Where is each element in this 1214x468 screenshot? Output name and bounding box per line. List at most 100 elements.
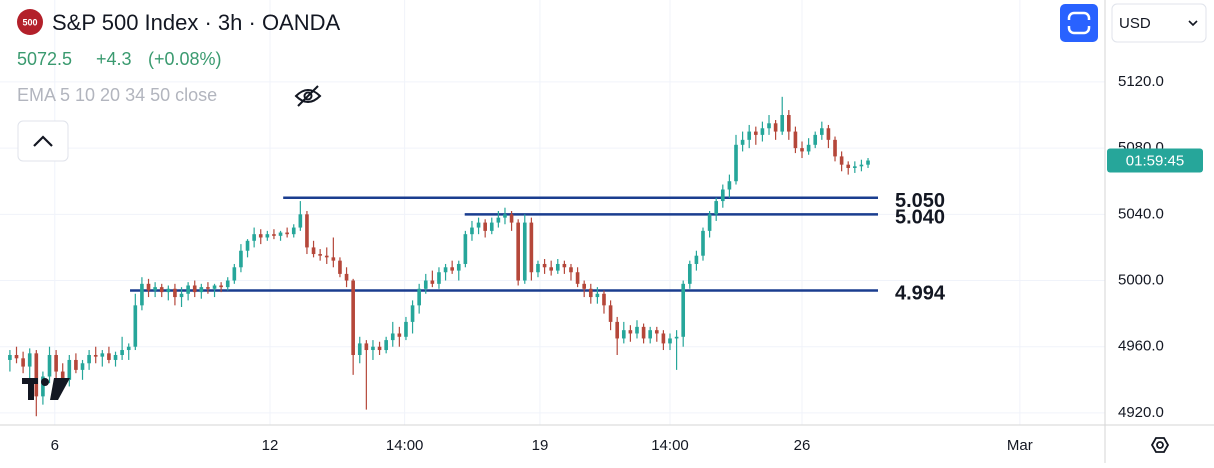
price-tag-box bbox=[1107, 148, 1203, 173]
change: +4.3 bbox=[96, 49, 132, 69]
collapse-button[interactable] bbox=[17, 120, 69, 162]
candle-body bbox=[100, 353, 105, 357]
title: S&P 500 Index · 3h · OANDA bbox=[52, 10, 341, 35]
candle-body bbox=[80, 363, 85, 370]
candle-body bbox=[34, 353, 39, 397]
candle-body bbox=[437, 272, 441, 284]
candle-body bbox=[760, 128, 765, 135]
candle-body bbox=[496, 217, 501, 223]
candle-body bbox=[681, 283, 686, 337]
x-tick-label: 6 bbox=[51, 437, 59, 454]
candle-body bbox=[674, 336, 679, 339]
x-tick-label: 12 bbox=[262, 437, 279, 454]
candle-body bbox=[423, 280, 428, 289]
candle-body bbox=[569, 267, 573, 273]
candle-body bbox=[192, 285, 197, 293]
settings-icon[interactable] bbox=[1150, 437, 1170, 453]
candle-body bbox=[166, 288, 171, 293]
candle-body bbox=[60, 371, 65, 380]
candle-body bbox=[67, 359, 72, 380]
candle-body bbox=[536, 263, 540, 273]
symbol-badge bbox=[17, 9, 43, 35]
candle-body bbox=[206, 287, 210, 289]
candle-body bbox=[107, 353, 111, 360]
candle-body bbox=[331, 257, 336, 261]
y-tick-label: 4960.0 bbox=[1118, 338, 1164, 355]
change-pct: (+0.08%) bbox=[148, 49, 222, 69]
y-tick-label: 4920.0 bbox=[1118, 404, 1164, 421]
currency: USD bbox=[1119, 15, 1151, 32]
logo bbox=[22, 378, 70, 400]
candle-body bbox=[806, 144, 811, 152]
candle-body bbox=[87, 354, 91, 364]
candle-body bbox=[846, 164, 851, 168]
candle-body bbox=[146, 283, 151, 291]
candle-body bbox=[800, 148, 804, 152]
candle-body bbox=[555, 263, 560, 271]
candle-body bbox=[291, 227, 296, 235]
candle-body bbox=[278, 232, 283, 236]
candle-body bbox=[298, 214, 303, 228]
candle-body bbox=[687, 263, 692, 284]
x-tick-label: 14:00 bbox=[651, 437, 689, 454]
candle-body bbox=[47, 354, 52, 377]
candle-body bbox=[199, 287, 204, 293]
fullscreen-button[interactable] bbox=[1060, 4, 1098, 42]
candle-body bbox=[344, 273, 349, 281]
candle-body bbox=[628, 330, 633, 334]
hide-indicator-icon[interactable] bbox=[294, 85, 322, 107]
candle-body bbox=[562, 263, 567, 268]
candle-body bbox=[351, 280, 355, 355]
candle-body bbox=[430, 280, 435, 284]
candle-body bbox=[126, 346, 131, 351]
candle-body bbox=[522, 222, 527, 281]
candle-body bbox=[186, 285, 190, 294]
candle-body bbox=[470, 227, 474, 235]
x-tick-label: 26 bbox=[794, 437, 811, 454]
candle-body bbox=[219, 285, 223, 288]
candle-body bbox=[509, 214, 514, 223]
candle-body bbox=[747, 131, 752, 140]
candle-body bbox=[595, 293, 600, 298]
level-label: 5.050 bbox=[895, 190, 945, 212]
candle-body bbox=[714, 201, 719, 215]
x-tick-label: 19 bbox=[532, 437, 549, 454]
grid bbox=[0, 0, 1105, 425]
candle-body bbox=[239, 250, 243, 268]
symbol-badge-text: 500 bbox=[22, 17, 37, 27]
candle-body bbox=[225, 280, 230, 288]
candle-body bbox=[21, 358, 25, 367]
candle-body bbox=[54, 354, 58, 372]
last-price: 5072.5 bbox=[17, 49, 72, 69]
bars bbox=[8, 96, 870, 417]
x-tick-label: Mar bbox=[1007, 437, 1033, 454]
candle-body bbox=[397, 333, 402, 337]
candle-body bbox=[661, 333, 666, 344]
candle-body bbox=[701, 230, 705, 256]
candle-body bbox=[668, 338, 672, 344]
candle-body bbox=[753, 131, 758, 135]
candle-body bbox=[720, 189, 725, 202]
candle-body bbox=[853, 166, 857, 168]
candle-body bbox=[489, 222, 494, 231]
candle-body bbox=[377, 346, 382, 351]
candle-body bbox=[826, 128, 831, 140]
candle-body bbox=[93, 354, 98, 357]
candle-body bbox=[767, 123, 771, 129]
candle-body bbox=[14, 354, 19, 359]
candle-body bbox=[615, 321, 620, 339]
candle-body bbox=[113, 354, 118, 360]
candle-body bbox=[602, 293, 606, 306]
candle-body bbox=[120, 350, 124, 355]
candle-body bbox=[641, 326, 646, 339]
currency-dropdown[interactable]: USD bbox=[1111, 3, 1207, 43]
candle-body bbox=[232, 267, 237, 281]
candle-body bbox=[734, 144, 738, 182]
candle-body bbox=[133, 305, 138, 347]
candle-body bbox=[839, 156, 844, 165]
candle-body bbox=[859, 164, 864, 167]
candle-body bbox=[780, 115, 785, 132]
